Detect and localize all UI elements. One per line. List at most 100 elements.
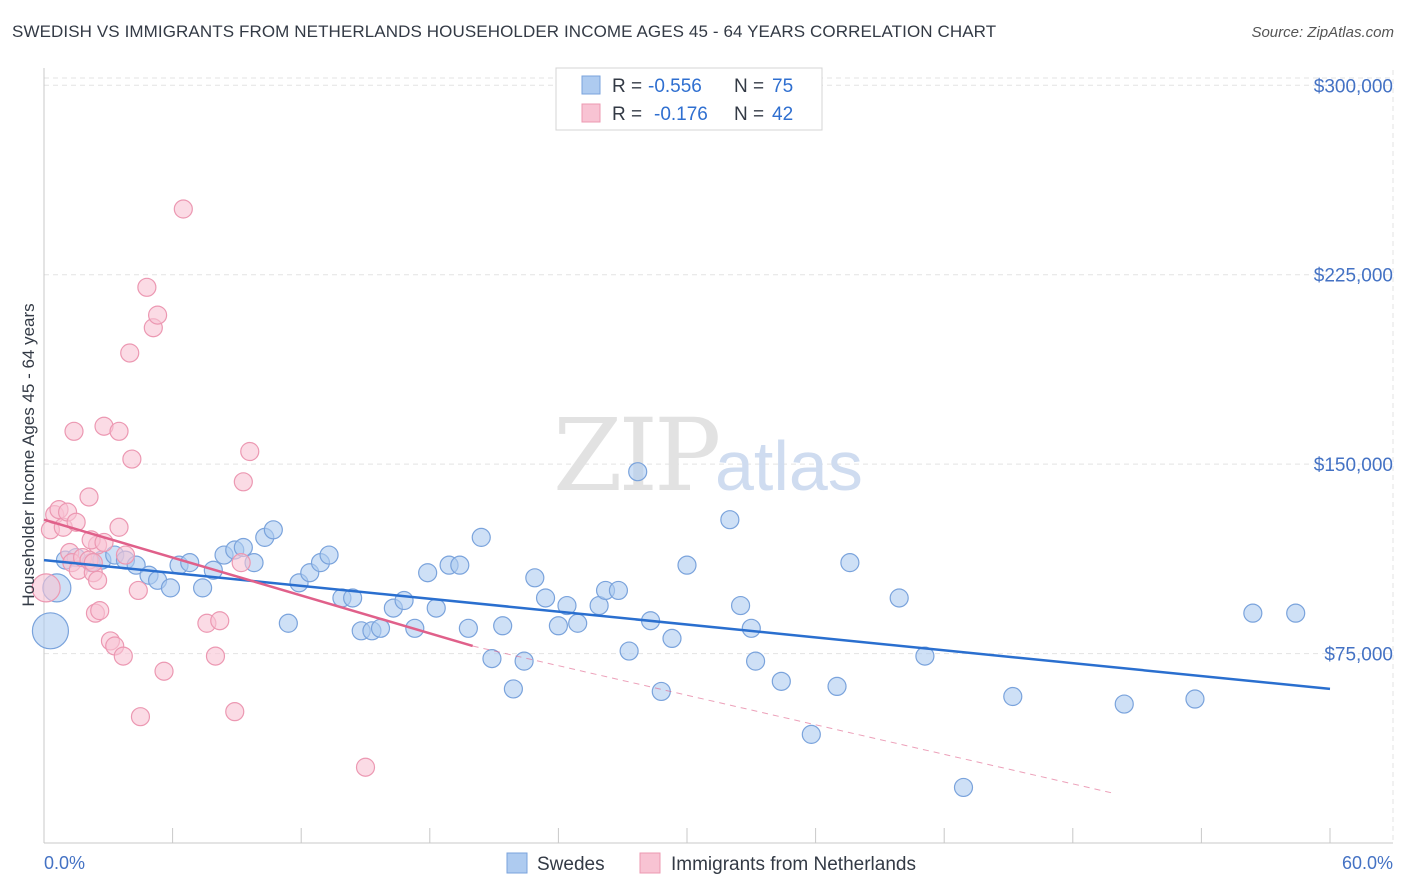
legend-swatch-netherlands xyxy=(581,103,601,123)
netherlands-point xyxy=(87,570,108,590)
netherlands-point xyxy=(120,343,140,363)
swedes-point xyxy=(370,618,391,638)
swedes-point xyxy=(840,553,860,573)
swedes-point xyxy=(771,671,791,691)
swedes-point xyxy=(720,510,740,530)
legend-swatch-swedes xyxy=(581,75,601,95)
netherlands-point xyxy=(210,611,230,631)
legend-n-value-2: 42 xyxy=(772,104,793,125)
watermark: ZIP atlas xyxy=(553,397,863,514)
netherlands-point xyxy=(154,661,174,681)
swedes-point xyxy=(31,612,70,650)
netherlands-point xyxy=(79,487,99,507)
swedes-point xyxy=(458,618,478,638)
netherlands-trend-line xyxy=(43,518,474,648)
swedes-point xyxy=(801,724,821,744)
trend-lines xyxy=(43,518,1331,795)
bottom-legend-netherlands: Immigrants from Netherlands xyxy=(671,854,916,875)
swedes-point xyxy=(827,676,847,697)
swedes-point xyxy=(548,616,569,636)
swedes-point xyxy=(263,520,283,540)
swedes-point xyxy=(953,777,974,798)
netherlands-point xyxy=(173,199,193,219)
netherlands-point xyxy=(233,472,253,492)
swedes-point xyxy=(730,595,751,616)
netherlands-point xyxy=(90,601,110,621)
swedes-point xyxy=(651,681,671,702)
gridlines xyxy=(44,70,1394,843)
swedes-point xyxy=(1114,694,1134,714)
netherlands-point xyxy=(147,305,168,325)
legend-n-label-1: N = xyxy=(734,76,764,97)
y-tick-label: $225,000 xyxy=(1314,266,1393,287)
swedes-point xyxy=(418,563,438,583)
netherlands-point xyxy=(83,553,103,573)
swedes-point xyxy=(535,588,556,608)
swedes-point xyxy=(619,641,639,661)
swedes-point xyxy=(1185,689,1205,709)
netherlands-point xyxy=(109,421,129,441)
swedes-point xyxy=(394,590,414,611)
netherlands-point xyxy=(115,545,136,565)
legend-n-value-1: 75 xyxy=(772,76,793,97)
swedes-point xyxy=(741,618,761,638)
swedes-point xyxy=(278,613,298,633)
swedes-point xyxy=(160,578,181,598)
series-legend: Swedes Immigrants from Netherlands xyxy=(506,852,916,875)
netherlands-point xyxy=(31,573,61,603)
axes xyxy=(43,68,1393,844)
legend-r-label-1: R = xyxy=(612,76,642,97)
swedes-point xyxy=(628,462,648,482)
swedes-point xyxy=(1286,603,1306,623)
x-tick-label-min: 0.0% xyxy=(44,853,85,873)
chart-title: SWEDISH VS IMMIGRANTS FROM NETHERLANDS H… xyxy=(12,22,997,41)
netherlands-point xyxy=(109,517,129,537)
netherlands-point xyxy=(113,646,133,666)
netherlands-point xyxy=(128,580,148,601)
legend-r-value-2: -0.176 xyxy=(654,104,708,125)
swedes-point xyxy=(525,568,545,588)
swedes-point xyxy=(319,545,339,565)
stats-legend: R = -0.556 N = 75 R = -0.176 N = 42 xyxy=(555,67,823,131)
swedes-point xyxy=(1243,603,1263,623)
y-axis-label: Householder Income Ages 45 - 64 years xyxy=(19,303,38,606)
swedes-trend-line xyxy=(43,558,1331,691)
netherlands-point xyxy=(240,441,260,462)
netherlands-point xyxy=(231,553,251,573)
swedes-point xyxy=(503,679,523,699)
watermark-atlas: atlas xyxy=(715,427,863,505)
legend-r-label-2: R = xyxy=(612,104,642,125)
axis-ticks: $75,000 $150,000 $225,000 $300,000 xyxy=(1314,76,1393,665)
watermark-zip: ZIP xyxy=(553,397,718,514)
swedes-point xyxy=(662,628,682,649)
swedes-point xyxy=(514,651,534,671)
netherlands-point xyxy=(122,449,142,469)
netherlands-point xyxy=(355,757,376,777)
legend-r-value-1: -0.556 xyxy=(648,76,702,97)
y-tick-label: $300,000 xyxy=(1314,76,1393,97)
swedes-point xyxy=(745,651,766,671)
swedes-point xyxy=(677,555,697,575)
bottom-legend-swedes: Swedes xyxy=(537,854,605,875)
source-credit: Source: ZipAtlas.com xyxy=(1251,24,1394,41)
swedes-point xyxy=(557,595,577,616)
netherlands-point xyxy=(64,421,84,441)
swedes-point xyxy=(608,580,629,601)
swedes-point xyxy=(193,578,213,598)
swedes-point xyxy=(1003,686,1023,707)
netherlands-point xyxy=(205,646,226,666)
x-tick-label-max: 60.0% xyxy=(1342,853,1393,873)
netherlands-point xyxy=(137,277,157,297)
swedes-point xyxy=(482,649,502,669)
netherlands-point xyxy=(130,707,151,727)
swedes-point xyxy=(426,598,446,618)
y-tick-label: $150,000 xyxy=(1314,455,1393,476)
swedes-point xyxy=(343,588,363,608)
swedes-point xyxy=(471,527,491,547)
netherlands-points xyxy=(31,199,376,777)
y-tick-label: $75,000 xyxy=(1324,645,1393,666)
swedes-point xyxy=(450,555,470,575)
swedes-point xyxy=(493,616,513,636)
netherlands-point xyxy=(225,702,245,722)
